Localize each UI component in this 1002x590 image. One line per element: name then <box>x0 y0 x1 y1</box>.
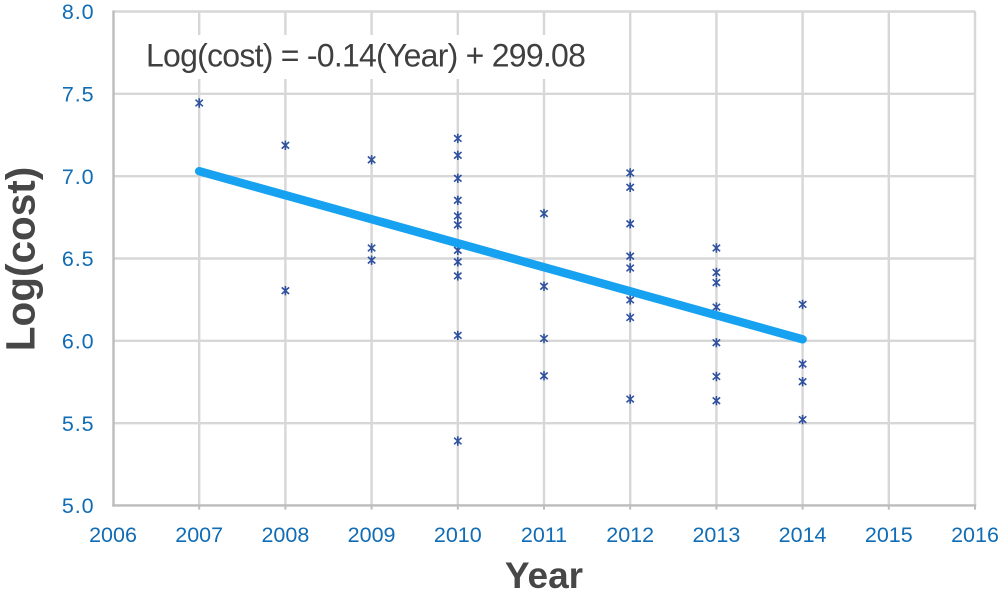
svg-text:7.0: 7.0 <box>62 165 95 189</box>
svg-text:7.5: 7.5 <box>62 83 95 107</box>
svg-text:2007: 2007 <box>175 523 223 547</box>
svg-text:2009: 2009 <box>348 523 396 547</box>
svg-text:2012: 2012 <box>606 523 654 547</box>
svg-text:8.0: 8.0 <box>62 0 95 24</box>
svg-text:5.0: 5.0 <box>62 494 95 518</box>
svg-text:2015: 2015 <box>865 523 913 547</box>
svg-text:2016: 2016 <box>951 523 999 547</box>
svg-text:Log(cost): Log(cost) <box>0 167 44 351</box>
svg-text:6.5: 6.5 <box>62 247 95 271</box>
svg-text:2013: 2013 <box>692 523 740 547</box>
svg-text:2006: 2006 <box>89 523 137 547</box>
svg-text:2010: 2010 <box>434 523 482 547</box>
svg-text:2014: 2014 <box>779 523 827 547</box>
svg-text:2011: 2011 <box>521 523 567 547</box>
svg-text:Log(cost) = -0.14(Year) + 299.: Log(cost) = -0.14(Year) + 299.08 <box>146 38 585 74</box>
svg-text:5.5: 5.5 <box>62 412 95 436</box>
svg-text:2008: 2008 <box>261 523 309 547</box>
svg-text:Year: Year <box>505 555 583 590</box>
svg-text:6.0: 6.0 <box>62 330 95 354</box>
